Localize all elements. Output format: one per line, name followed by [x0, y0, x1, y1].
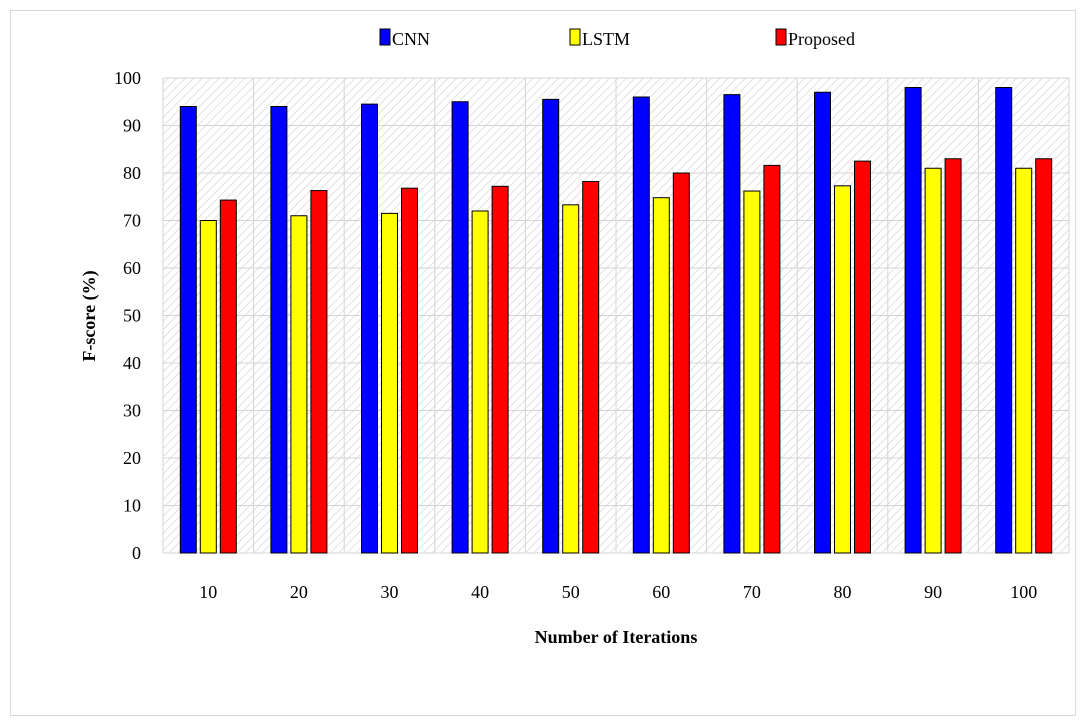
y-tick-label: 50: [123, 306, 141, 326]
y-axis-title: F-score (%): [79, 270, 100, 361]
y-tick-label: 30: [123, 401, 141, 421]
bar-lstm-90: [924, 167, 942, 554]
bar-cnn-20: [270, 106, 288, 554]
x-tick-label: 70: [743, 582, 761, 602]
bar-cnn-80: [814, 91, 831, 554]
x-tick-label: 100: [1010, 582, 1037, 602]
bar-cnn-50: [542, 98, 560, 554]
bar-proposed-50: [582, 181, 600, 554]
bar-proposed-80: [854, 160, 871, 554]
bar-cnn-30: [361, 103, 378, 554]
y-tick-label: 70: [123, 211, 141, 231]
y-tick-label: 60: [123, 258, 141, 278]
bar-cnn-90: [904, 87, 922, 554]
bar-cnn-100: [995, 87, 1013, 554]
legend-label-proposed: Proposed: [788, 29, 855, 49]
x-axis-ticks: 10 20 30 40 50 60 70 80 90 100: [199, 582, 1037, 602]
legend-label-cnn: CNN: [392, 29, 430, 49]
bar-lstm-30: [381, 212, 398, 554]
legend-swatch-proposed: [775, 28, 787, 46]
x-tick-label: 80: [834, 582, 852, 602]
legend-swatch-cnn: [379, 28, 391, 46]
bar-lstm-70: [743, 190, 761, 554]
x-tick-label: 20: [290, 582, 308, 602]
y-tick-label: 90: [123, 116, 141, 136]
bars: [179, 87, 1053, 554]
bar-cnn-10: [179, 106, 197, 554]
legend-label-lstm: LSTM: [582, 29, 630, 49]
x-tick-label: 90: [924, 582, 942, 602]
bar-lstm-80: [834, 185, 851, 554]
bar-lstm-40: [471, 210, 489, 554]
x-tick-label: 30: [381, 582, 399, 602]
legend: CNN LSTM Proposed: [379, 28, 855, 49]
x-tick-label: 50: [562, 582, 580, 602]
bar-lstm-60: [652, 197, 670, 554]
bar-lstm-20: [290, 215, 308, 554]
x-tick-label: 60: [652, 582, 670, 602]
x-axis-title: Number of Iterations: [535, 627, 698, 647]
bar-proposed-100: [1035, 158, 1053, 554]
bar-proposed-30: [401, 187, 418, 554]
y-tick-label: 20: [123, 448, 141, 468]
bar-lstm-50: [562, 204, 580, 554]
bar-cnn-70: [723, 94, 741, 554]
y-tick-label: 0: [132, 543, 141, 563]
legend-swatch-lstm: [569, 28, 581, 46]
y-tick-label: 80: [123, 163, 141, 183]
bar-lstm-10: [199, 220, 217, 554]
y-tick-label: 100: [114, 68, 141, 88]
bar-cnn-40: [451, 101, 469, 554]
x-tick-label: 40: [471, 582, 489, 602]
y-tick-label: 40: [123, 353, 141, 373]
bar-proposed-60: [672, 172, 690, 554]
bar-cnn-60: [632, 96, 650, 554]
bar-proposed-70: [763, 164, 781, 554]
bar-proposed-90: [944, 158, 962, 554]
bar-proposed-20: [310, 190, 328, 554]
y-tick-label: 10: [123, 496, 141, 516]
bar-lstm-100: [1015, 167, 1033, 554]
y-axis-ticks: 0 10 20 30 40 50 60 70 80 90 100: [114, 68, 141, 563]
bar-proposed-10: [219, 199, 237, 554]
bar-proposed-40: [491, 185, 509, 554]
x-tick-label: 10: [199, 582, 217, 602]
